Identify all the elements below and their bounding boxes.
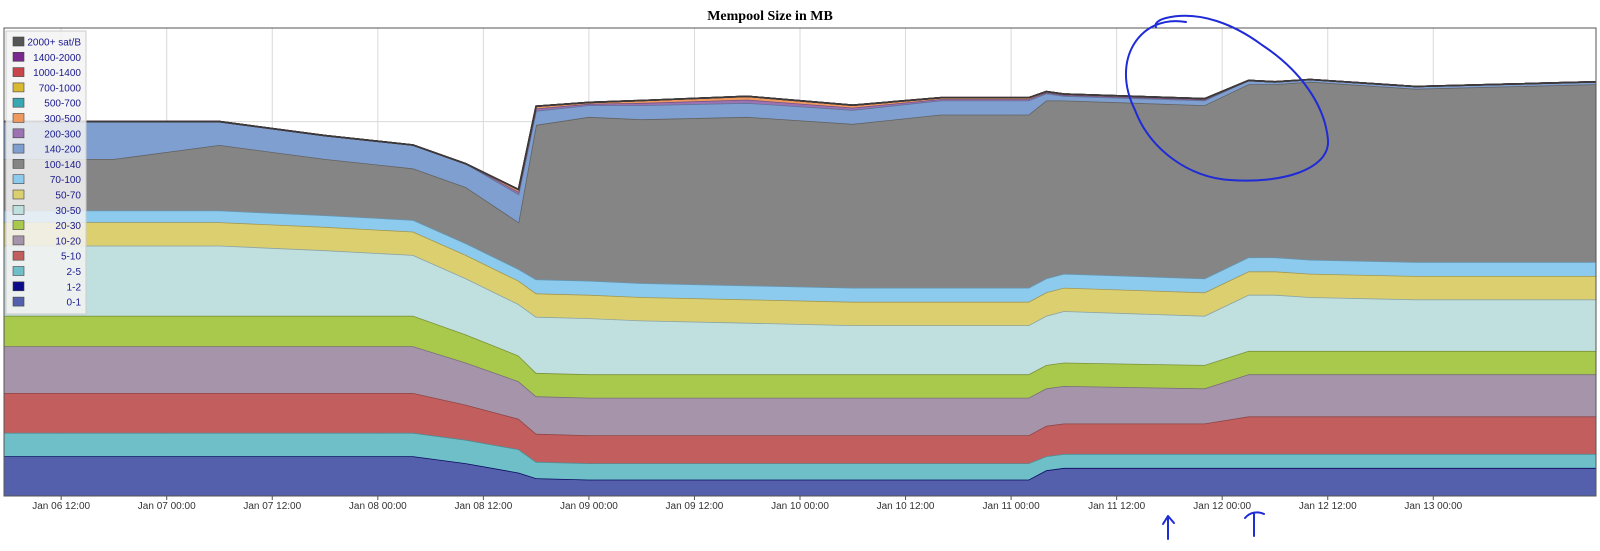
legend-label[interactable]: 500-700 [44, 99, 81, 110]
x-tick-label: Jan 11 12:00 [1088, 501, 1146, 512]
x-axis: Jan 06 12:00 Jan 07 00:00 Jan 07 12:00 Jan … [32, 496, 1463, 512]
x-tick-label: Jan 12 12:00 [1299, 501, 1357, 512]
area-series-2-5 [4, 432, 1596, 480]
chart-title: Mempool Size in MB [707, 9, 833, 24]
legend-swatch [12, 220, 25, 230]
legend-label[interactable]: 5-10 [61, 252, 81, 263]
legend-swatch [12, 97, 25, 108]
legend-label[interactable]: 20-30 [55, 221, 81, 232]
legend-label[interactable]: 70-100 [50, 175, 82, 186]
legend-label[interactable]: 1400-2000 [33, 53, 81, 64]
legend-label[interactable]: 10-20 [55, 236, 81, 247]
legend-label[interactable]: 0-1 [67, 298, 82, 309]
legend-label[interactable]: 1000-1400 [33, 68, 81, 79]
legend-label[interactable]: 140-200 [44, 145, 81, 156]
legend-swatch [12, 143, 25, 154]
annotation-arrow-1 [1162, 515, 1175, 540]
x-tick-label: Jan 07 00:00 [138, 501, 196, 512]
x-tick-label: Jan 06 12:00 [32, 501, 90, 512]
legend-swatch [12, 266, 25, 276]
legend-swatch [12, 128, 25, 139]
area-series-300-500 [4, 79, 1596, 192]
legend-label[interactable]: 30-50 [55, 206, 81, 217]
legend: 2000+ sat/B 1400-2000 1000-1400 700-1000 500… [5, 30, 87, 315]
legend-swatch [12, 36, 25, 47]
annotation-arrow-2 [1244, 511, 1265, 537]
legend-swatch [12, 250, 25, 261]
legend-swatch [12, 51, 25, 62]
legend-swatch [12, 82, 25, 93]
area-series-30-50 [4, 245, 1596, 375]
legend-swatch [12, 296, 25, 307]
area-series-5-10 [4, 393, 1596, 464]
legend-swatch [12, 67, 25, 77]
area-series-10-20 [4, 346, 1596, 436]
stacked-areas [4, 78, 1597, 496]
x-tick-label: Jan 09 12:00 [666, 501, 724, 512]
legend-label[interactable]: 2000+ sat/B [27, 38, 81, 49]
legend-swatch [12, 189, 25, 200]
annotation-circle [1125, 14, 1330, 182]
area-series-100-140 [4, 81, 1596, 288]
legend-swatch [12, 205, 25, 215]
legend-swatch [12, 113, 25, 123]
area-series-140-200 [4, 79, 1596, 223]
area-series-20-30 [4, 315, 1596, 398]
legend-label[interactable]: 100-140 [44, 160, 81, 171]
x-tick-label: Jan 09 00:00 [560, 501, 618, 512]
total-outline [4, 78, 1597, 191]
x-tick-label: Jan 08 12:00 [454, 501, 512, 512]
x-tick-label: Jan 13 00:00 [1404, 501, 1462, 512]
x-tick-label: Jan 12 00:00 [1193, 501, 1251, 512]
legend-label[interactable]: 300-500 [44, 114, 81, 125]
x-tick-label: Jan 11 00:00 [983, 501, 1041, 512]
legend-swatch [12, 281, 25, 292]
legend-label[interactable]: 50-70 [55, 191, 81, 202]
x-tick-label: Jan 08 00:00 [349, 501, 407, 512]
x-tick-label: Jan 10 12:00 [877, 501, 935, 512]
legend-label[interactable]: 1-2 [67, 282, 82, 293]
legend-label[interactable]: 200-300 [44, 129, 81, 140]
hand-annotations [1125, 14, 1330, 540]
legend-label[interactable]: 700-1000 [39, 83, 82, 94]
legend-label[interactable]: 2-5 [67, 267, 82, 278]
area-series-50-70 [4, 222, 1596, 326]
legend-swatch [12, 235, 25, 246]
x-tick-label: Jan 10 00:00 [771, 501, 829, 512]
area-series-0-1 [4, 456, 1596, 496]
legend-swatch [12, 159, 25, 169]
x-tick-label: Jan 07 12:00 [243, 501, 301, 512]
legend-swatch [12, 174, 25, 184]
